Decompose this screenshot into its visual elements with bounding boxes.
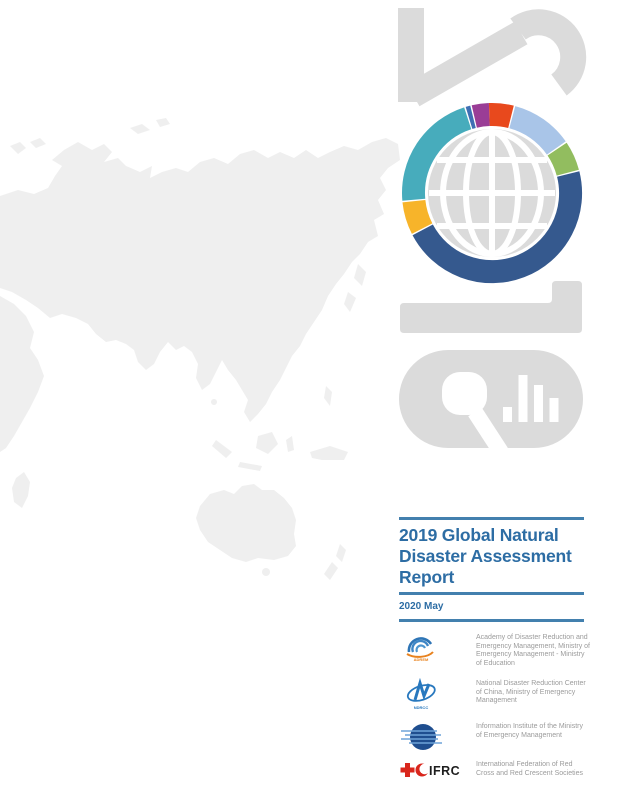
africa-edge (0, 296, 44, 452)
red-cross-icon (400, 763, 415, 777)
organizations-block: ADREM Academy of Disaster Reduction and … (399, 0, 594, 791)
ring-segment-blue-sliver (465, 105, 476, 129)
ring-segment-green (547, 142, 579, 177)
mini-bar (534, 385, 543, 422)
ring-segment-teal (402, 107, 472, 201)
adrem-abbr: ADREM (414, 657, 429, 662)
mem-information-institute-logo (399, 721, 449, 760)
arctic-islands (130, 118, 170, 134)
report-title: 2019 Global Natural Disaster Assessment … (399, 525, 572, 587)
mini-bar (503, 407, 512, 422)
title-block: 2019 Global Natural Disaster Assessment … (399, 517, 584, 622)
ifrc-logo: IFRC (399, 759, 469, 786)
sri-lanka (211, 399, 217, 405)
organization-name: International Federation of Red Cross an… (476, 761, 583, 777)
ndrcc-logo: NDRCC (399, 677, 445, 719)
globe-icon (428, 129, 556, 257)
digit-9 (399, 350, 583, 457)
ndrcc-abbr: NDRCC (414, 705, 429, 710)
tasmania (262, 568, 270, 576)
madagascar (12, 472, 30, 508)
ring-segment-yellow (402, 199, 433, 234)
new-zealand (324, 544, 346, 580)
red-crescent-icon (415, 763, 430, 777)
mini-bar (549, 398, 559, 422)
ring-segment-orange (488, 102, 514, 129)
british-isles (10, 138, 46, 154)
divider-top (399, 517, 584, 520)
divider-bottom (399, 619, 584, 622)
ring-segment-purple (471, 103, 490, 128)
year-2019-graphic (398, 8, 587, 457)
organization-name: Academy of Disaster Reduction and Emerge… (476, 634, 590, 668)
year-ring (402, 102, 583, 284)
indonesia (212, 432, 294, 471)
organization-name: Information Institute of the Ministry of… (476, 723, 583, 739)
adrem-logo: ADREM (399, 632, 445, 673)
ring-segment-dark-blue (412, 171, 583, 284)
divider-middle (399, 592, 584, 595)
mini-bar (518, 375, 528, 422)
digit-2 (398, 8, 587, 107)
ifrc-abbr: IFRC (429, 764, 460, 778)
digit-1 (400, 281, 582, 333)
japan (344, 264, 366, 312)
australia (196, 484, 296, 562)
report-date: 2020 May (399, 601, 444, 612)
ring-segment-light-blue (508, 106, 566, 155)
world-map (0, 118, 400, 580)
philippines (324, 386, 332, 406)
mini-bar-chart-icon (503, 375, 559, 422)
sakhalin (352, 232, 362, 252)
new-guinea (310, 446, 348, 460)
organization-name: National Disaster Reduction Center of Ch… (476, 680, 586, 705)
eurasia-landmass (0, 138, 400, 422)
